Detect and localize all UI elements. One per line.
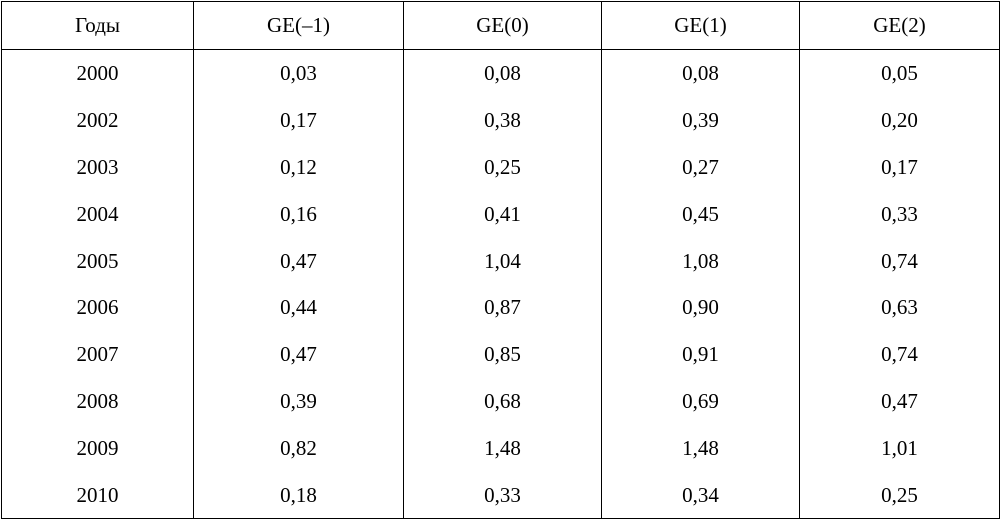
table-row: 2008 0,39 0,68 0,69 0,47 [1, 377, 1000, 425]
header-years: Годы [1, 1, 194, 50]
cell-ge-1: 0,91 [601, 330, 800, 378]
cell-ge-minus-1: 0,39 [193, 377, 404, 425]
table-row: 2000 0,03 0,08 0,08 0,05 [1, 49, 1000, 97]
table-row: 2003 0,12 0,25 0,27 0,17 [1, 143, 1000, 191]
cell-year: 2000 [1, 49, 194, 97]
cell-ge-0: 0,87 [403, 283, 602, 331]
cell-ge-0: 0,85 [403, 330, 602, 378]
cell-ge-minus-1: 0,18 [193, 471, 404, 519]
cell-year: 2010 [1, 471, 194, 519]
cell-ge-minus-1: 0,44 [193, 283, 404, 331]
cell-ge-2: 0,47 [799, 377, 1000, 425]
table-row: 2007 0,47 0,85 0,91 0,74 [1, 330, 1000, 378]
cell-year: 2005 [1, 237, 194, 284]
cell-ge-minus-1: 0,12 [193, 143, 404, 191]
table-row: 2009 0,82 1,48 1,48 1,01 [1, 424, 1000, 472]
cell-ge-minus-1: 0,47 [193, 237, 404, 284]
cell-ge-0: 0,33 [403, 471, 602, 519]
header-ge-2: GE(2) [799, 1, 1000, 50]
cell-ge-1: 0,27 [601, 143, 800, 191]
cell-year: 2007 [1, 330, 194, 378]
cell-ge-1: 1,48 [601, 424, 800, 472]
cell-year: 2008 [1, 377, 194, 425]
table-row: 2004 0,16 0,41 0,45 0,33 [1, 190, 1000, 238]
cell-ge-1: 1,08 [601, 237, 800, 284]
cell-year: 2006 [1, 283, 194, 331]
cell-ge-minus-1: 0,16 [193, 190, 404, 238]
cell-ge-1: 0,39 [601, 96, 800, 144]
cell-ge-2: 0,05 [799, 49, 1000, 97]
cell-ge-1: 0,34 [601, 471, 800, 519]
header-row: Годы GE(–1) GE(0) GE(1) GE(2) [1, 1, 1000, 50]
cell-ge-minus-1: 0,17 [193, 96, 404, 144]
cell-ge-0: 0,38 [403, 96, 602, 144]
cell-year: 2002 [1, 96, 194, 144]
table-body: 2000 0,03 0,08 0,08 0,05 2002 0,17 0,38 … [1, 49, 1000, 519]
cell-ge-2: 0,33 [799, 190, 1000, 238]
table-row: 2005 0,47 1,04 1,08 0,74 [1, 237, 1000, 284]
table-row: 2010 0,18 0,33 0,34 0,25 [1, 471, 1000, 519]
cell-ge-minus-1: 0,03 [193, 49, 404, 97]
cell-year: 2009 [1, 424, 194, 472]
cell-ge-minus-1: 0,82 [193, 424, 404, 472]
cell-ge-0: 0,41 [403, 190, 602, 238]
cell-ge-minus-1: 0,47 [193, 330, 404, 378]
cell-year: 2004 [1, 190, 194, 238]
cell-ge-1: 0,90 [601, 283, 800, 331]
header-ge-minus-1: GE(–1) [193, 1, 404, 50]
cell-ge-2: 0,63 [799, 283, 1000, 331]
cell-ge-2: 0,74 [799, 330, 1000, 378]
cell-ge-0: 1,48 [403, 424, 602, 472]
cell-ge-2: 0,74 [799, 237, 1000, 284]
cell-year: 2003 [1, 143, 194, 191]
cell-ge-0: 1,04 [403, 237, 602, 284]
header-ge-1: GE(1) [601, 1, 800, 50]
cell-ge-2: 0,25 [799, 471, 1000, 519]
cell-ge-2: 0,17 [799, 143, 1000, 191]
table-header: Годы GE(–1) GE(0) GE(1) GE(2) [1, 1, 1000, 50]
cell-ge-0: 0,68 [403, 377, 602, 425]
cell-ge-1: 0,08 [601, 49, 800, 97]
table-row: 2006 0,44 0,87 0,90 0,63 [1, 283, 1000, 331]
cell-ge-2: 0,20 [799, 96, 1000, 144]
header-ge-0: GE(0) [403, 1, 602, 50]
cell-ge-1: 0,69 [601, 377, 800, 425]
cell-ge-0: 0,25 [403, 143, 602, 191]
table-row: 2002 0,17 0,38 0,39 0,20 [1, 96, 1000, 144]
cell-ge-0: 0,08 [403, 49, 602, 97]
cell-ge-2: 1,01 [799, 424, 1000, 472]
cell-ge-1: 0,45 [601, 190, 800, 238]
